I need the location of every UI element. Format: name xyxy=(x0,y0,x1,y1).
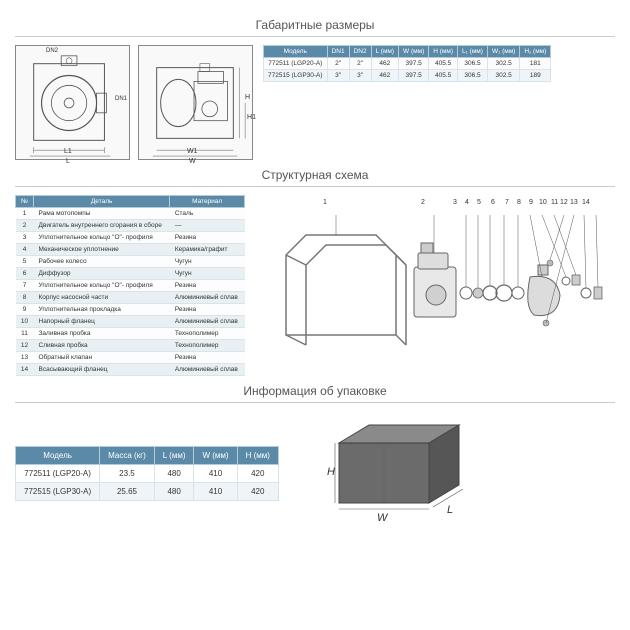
box-3d: H W L xyxy=(299,413,479,533)
col-header: H₁ (мм) xyxy=(520,46,551,58)
table-row: 772515 (LGP30-A)25.65480410420 xyxy=(16,482,279,500)
drawing-front: L1 L DN2 DN1 xyxy=(15,45,130,160)
col-header: Материал xyxy=(170,196,245,208)
label-H1: H1 xyxy=(247,114,256,121)
col-header: H (мм) xyxy=(429,46,458,58)
table-packaging: МодельМасса (кг)L (мм)W (мм)H (мм)772511… xyxy=(15,446,279,501)
pn8: 8 xyxy=(517,199,521,206)
drawing-side: H H1 W1 W xyxy=(138,45,253,160)
col-header: DN2 xyxy=(349,46,371,58)
pn14: 14 xyxy=(582,199,590,206)
pn5: 5 xyxy=(477,199,481,206)
table-row: 10Напорный фланецАлюминиевый сплав xyxy=(16,316,245,328)
table-parts: №ДетальМатериал1Рама мотопомпыСталь2Двиг… xyxy=(15,195,245,376)
col-header: L (мм) xyxy=(371,46,398,58)
table-dimensions: МодельDN1DN2L (мм)W (мм)H (мм)L₁ (мм)W₁ … xyxy=(263,45,551,82)
table-row: 13Обратный клапанРезина xyxy=(16,352,245,364)
col-header: № xyxy=(16,196,34,208)
col-header: DN1 xyxy=(327,46,349,58)
label-L: L xyxy=(66,158,70,165)
table-row: 11Заливная пробкаТехнополимер xyxy=(16,328,245,340)
label-DN1: DN1 xyxy=(115,96,127,102)
label-W1: W1 xyxy=(187,148,198,155)
pn6: 6 xyxy=(491,199,495,206)
table-row: 3Уплотнительное кольцо "О"- профиляРезин… xyxy=(16,232,245,244)
title-structure: Структурная схема xyxy=(15,168,615,187)
svg-text:H: H xyxy=(327,466,335,478)
title-packaging: Информация об упаковке xyxy=(15,384,615,403)
pn3: 3 xyxy=(453,199,457,206)
label-H: H xyxy=(245,94,250,101)
col-header: W (мм) xyxy=(194,446,237,464)
col-header: H (мм) xyxy=(237,446,278,464)
table-row: 772515 (LGP30-A)3"3"462397.5405.5306.530… xyxy=(264,70,551,82)
table-row: 1Рама мотопомпыСталь xyxy=(16,208,245,220)
col-header: W₁ (мм) xyxy=(487,46,519,58)
table-row: 6ДиффузорЧугун xyxy=(16,268,245,280)
pn9: 9 xyxy=(529,199,533,206)
pn10: 10 xyxy=(539,199,547,206)
col-header: L (мм) xyxy=(154,446,194,464)
table-row: 9Уплотнительная прокладкаРезина xyxy=(16,304,245,316)
pn1: 1 xyxy=(323,199,327,206)
pn13: 13 xyxy=(570,199,578,206)
table-row: 7Уплотнительное кольцо "О"- профиляРезин… xyxy=(16,280,245,292)
table-row: 5Рабочее колесоЧугун xyxy=(16,256,245,268)
table-row: 772511 (LGP20-A)23.5480410420 xyxy=(16,464,279,482)
col-header: Модель xyxy=(264,46,328,58)
pn4: 4 xyxy=(465,199,469,206)
table-row: 2Двигатель внутреннего сгорания в сборе— xyxy=(16,220,245,232)
table-row: 4Механическое уплотнениеКерамика/графит xyxy=(16,244,245,256)
col-header: Модель xyxy=(16,446,100,464)
pn2: 2 xyxy=(421,199,425,206)
table-row: 8Корпус насосной частиАлюминиевый сплав xyxy=(16,292,245,304)
svg-text:L: L xyxy=(447,504,453,516)
title-dimensions: Габаритные размеры xyxy=(15,18,615,37)
tech-drawings: L1 L DN2 DN1 H H1 W1 W xyxy=(15,45,253,160)
col-header: L₁ (мм) xyxy=(458,46,488,58)
table-row: 772511 (LGP20-A)2"2"462397.5405.5306.530… xyxy=(264,58,551,70)
svg-text:W: W xyxy=(377,512,389,524)
section-packaging: МодельМасса (кг)L (мм)W (мм)H (мм)772511… xyxy=(15,413,615,533)
pn12: 12 xyxy=(560,199,568,206)
table-row: 14Всасывающий фланецАлюминиевый сплав xyxy=(16,364,245,376)
section-dimensions: L1 L DN2 DN1 H H1 W1 W МодельDN1DN xyxy=(15,45,615,160)
exploded-view: 1 2 3 4 5 6 7 8 9 10 11 12 13 14 xyxy=(257,195,615,375)
pn7: 7 xyxy=(505,199,509,206)
col-header: Масса (кг) xyxy=(100,446,155,464)
col-header: W (мм) xyxy=(399,46,429,58)
label-DN2: DN2 xyxy=(46,48,58,54)
table-row: 12Сливная пробкаТехнополимер xyxy=(16,340,245,352)
label-W: W xyxy=(189,158,196,165)
col-header: Деталь xyxy=(34,196,170,208)
label-L1: L1 xyxy=(64,148,72,155)
pn11: 11 xyxy=(551,199,558,206)
section-structure: №ДетальМатериал1Рама мотопомпыСталь2Двиг… xyxy=(15,195,615,376)
